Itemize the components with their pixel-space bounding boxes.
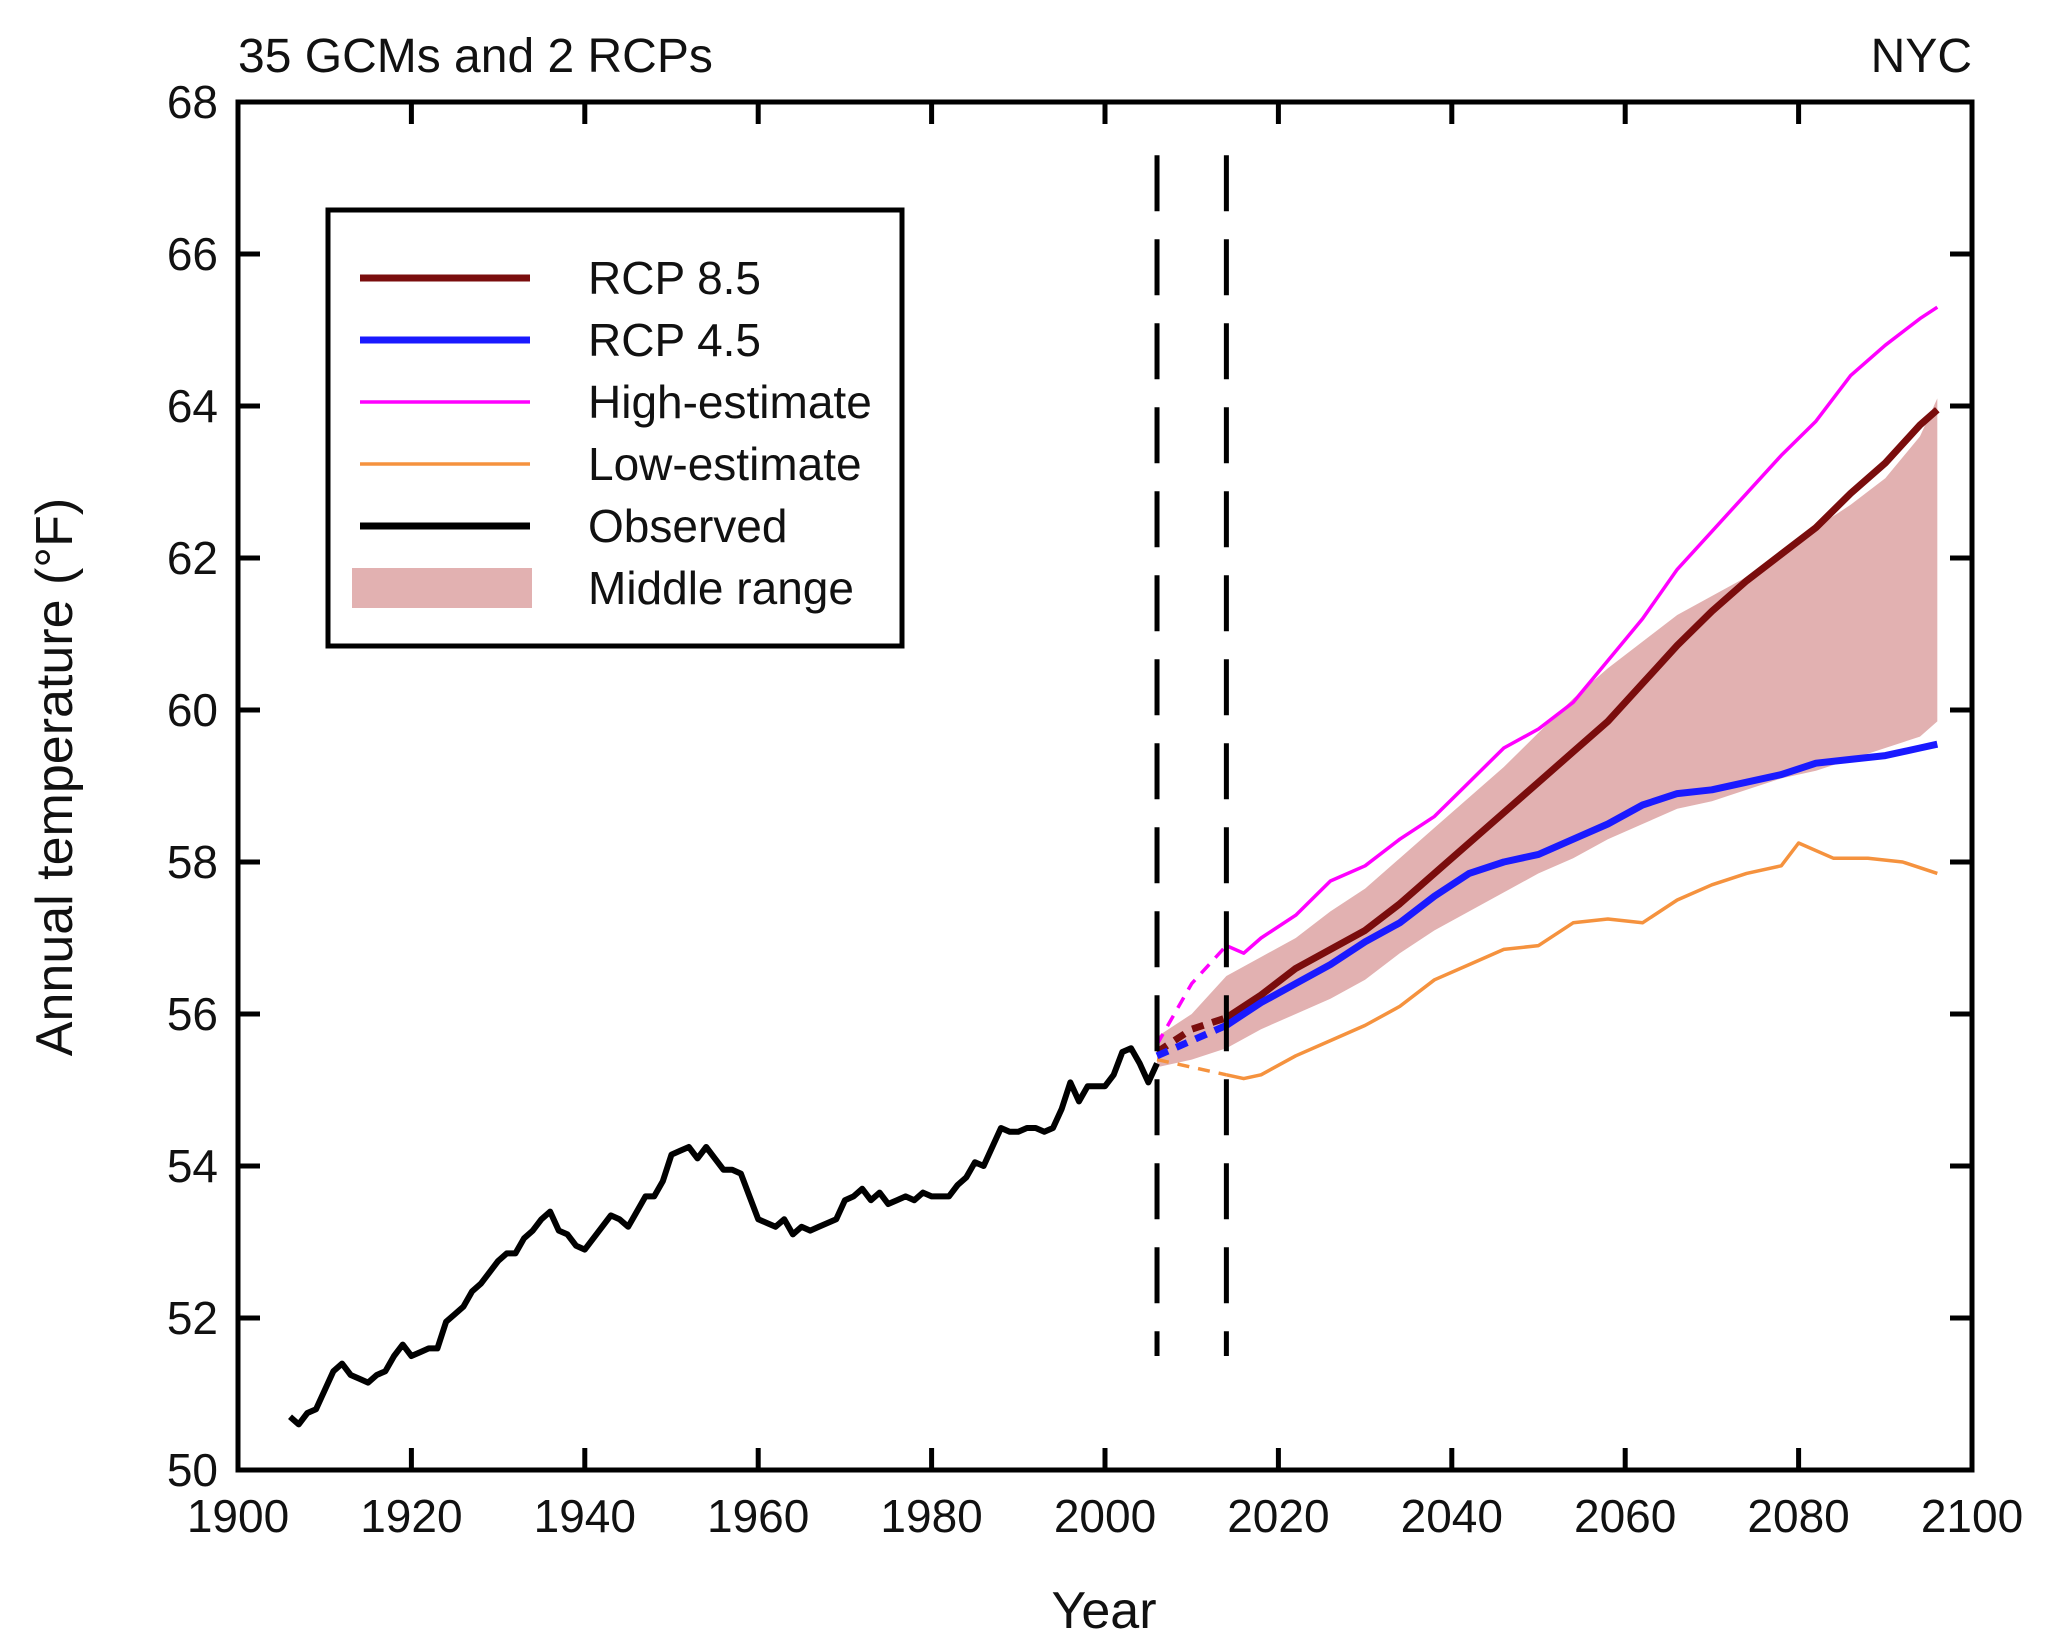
y-tick-label: 68 xyxy=(167,76,218,128)
legend-label-observed: Observed xyxy=(588,500,787,552)
legend-label-rcp-8-5: RCP 8.5 xyxy=(588,252,761,304)
high-estimate-line-early xyxy=(1155,944,1228,1046)
y-tick-label: 56 xyxy=(167,988,218,1040)
middle-range-band xyxy=(1157,398,1938,1068)
y-tick-label: 54 xyxy=(167,1140,218,1192)
low-estimate-line xyxy=(1226,841,1938,1081)
legend-label-rcp-4-5: RCP 4.5 xyxy=(588,314,761,366)
y-tick-label: 62 xyxy=(167,532,218,584)
rcp85-line xyxy=(1224,407,1940,1021)
x-tick-label: 1960 xyxy=(707,1490,809,1542)
y-tick-label: 64 xyxy=(167,380,218,432)
low-estimate-line-early xyxy=(1156,1057,1227,1077)
rcp45-line xyxy=(1224,740,1939,1029)
y-tick-label: 66 xyxy=(167,228,218,280)
x-tick-label: 1900 xyxy=(187,1490,289,1542)
y-tick-label: 52 xyxy=(167,1292,218,1344)
x-tick-label: 1940 xyxy=(534,1490,636,1542)
high-estimate-line xyxy=(1225,305,1939,955)
x-axis-label: Year xyxy=(1051,1582,1156,1640)
x-tick-label: 2040 xyxy=(1401,1490,1503,1542)
chart-title-left: 35 GCMs and 2 RCPs xyxy=(238,30,713,83)
observed-line xyxy=(288,1045,1160,1428)
plot-area: 1900 1920 1940 1960 1980 2000 2020 2040 2060 2080… xyxy=(167,76,2023,1542)
x-tick-label: 2080 xyxy=(1747,1490,1849,1542)
x-tick-label: 2020 xyxy=(1227,1490,1329,1542)
rcp45-line-early xyxy=(1155,1022,1228,1060)
x-tick-label: 2000 xyxy=(1054,1490,1156,1542)
y-tick-label: 50 xyxy=(167,1444,218,1496)
legend-label-high-estimate: High-estimate xyxy=(588,376,872,428)
rcp85-line-early xyxy=(1155,1014,1228,1055)
y-axis-label: Annual temperature (°F) xyxy=(26,498,84,1056)
x-tick-label: 2060 xyxy=(1574,1490,1676,1542)
legend-label-middle-range: Middle range xyxy=(588,562,854,614)
chart-title-right: NYC xyxy=(1871,30,1972,83)
legend-label-low-estimate: Low-estimate xyxy=(588,438,862,490)
y-tick-label: 60 xyxy=(167,684,218,736)
x-tick-label: 2100 xyxy=(1921,1490,2023,1542)
x-tick-label: 1980 xyxy=(880,1490,982,1542)
x-tick-label: 1920 xyxy=(360,1490,462,1542)
y-tick-label: 58 xyxy=(167,836,218,888)
legend-swatch-middle-range xyxy=(352,568,532,608)
legend: RCP 8.5 RCP 4.5 High-estimate Low-estimate O… xyxy=(325,207,905,649)
